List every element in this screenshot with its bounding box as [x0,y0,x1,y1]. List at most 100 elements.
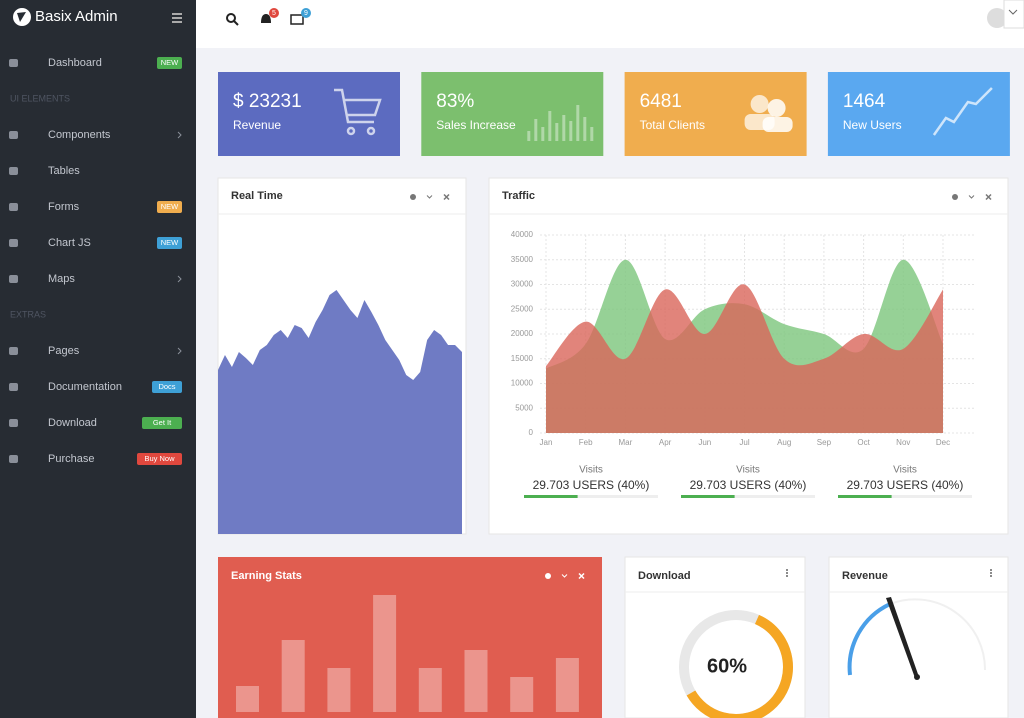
stat-caption: Visits [736,465,760,476]
stat-value: 83% [436,91,474,112]
notification-count: 5 [272,10,276,17]
menu-item[interactable]: Forms [48,201,80,213]
earning-bar [555,658,579,712]
collapse-icon[interactable] [561,574,568,578]
menu-icon [9,131,18,139]
menu-item[interactable]: Download [48,417,97,429]
y-tick-label: 30000 [511,280,534,289]
menu-badge-text: NEW [161,202,179,211]
settings-icon[interactable] [410,194,416,200]
menu-item[interactable]: Maps [48,273,75,285]
mini-bar-icon [590,127,594,141]
collapse-icon[interactable] [968,195,975,199]
mini-bar-icon [562,115,566,141]
menu-badge-text: NEW [161,58,179,67]
menu-badge [157,57,182,69]
notification-badge [269,8,279,18]
y-tick-label: 40000 [511,230,534,239]
menu-item[interactable]: Pages [48,345,80,357]
menu-badge [157,201,182,213]
cart-wheel [346,126,356,136]
settings-icon[interactable] [952,194,958,200]
x-tick-label: Mar [619,438,633,447]
progress-track [524,495,658,498]
gauge-pivot [914,674,920,680]
earning-bar [510,677,534,712]
earning-bar [464,650,488,712]
trend-icon [932,87,993,136]
menu-item[interactable]: Tables [48,165,80,177]
submenu-arrow [177,131,182,139]
menu-item[interactable]: Purchase [48,453,94,465]
x-tick-label: Nov [896,438,910,447]
x-tick-label: Dec [936,438,950,447]
mini-bar-icon [576,105,580,141]
mini-bar-icon [583,117,587,141]
y-tick-label: 25000 [511,304,534,313]
brand[interactable]: Basix Admin [35,8,118,25]
y-tick-label: 5000 [515,403,533,412]
panel-menu[interactable] [786,569,788,577]
panel-menu[interactable] [990,569,992,577]
menu-icon [9,59,18,67]
x-tick-label: Feb [579,438,593,447]
stat-card [827,72,1010,156]
close-icon[interactable] [443,193,450,201]
menu-item[interactable]: Chart JS [48,237,91,249]
stat-value: 1464 [843,91,886,112]
users-icon [767,99,786,117]
donut-label: 60% [707,655,747,677]
x-tick-label: Jul [739,438,749,447]
mini-bar-icon [555,123,559,141]
menu-heading: UI ELEMENTS [10,93,70,103]
earning-bar [327,668,351,712]
close-icon[interactable] [578,572,585,580]
collapse-icon[interactable] [426,195,433,199]
x-tick-label: Aug [777,438,791,447]
gauge-track [889,598,987,671]
stat-label: Sales Increase [436,118,516,132]
settings-icon[interactable] [545,573,551,579]
stat-text: 29.703 USERS (40%) [847,478,964,492]
mail-icon[interactable] [290,14,304,25]
stat-card [421,72,604,156]
menu-heading: EXTRAS [10,309,46,319]
menu-icon [9,203,18,211]
menu-icon [9,167,18,175]
menu-toggle[interactable] [172,13,182,23]
mini-bar-icon [548,111,552,141]
menu-item[interactable]: Components [48,129,111,141]
mini-bar-icon [527,131,531,141]
bell-icon[interactable] [261,14,271,23]
y-tick-label: 20000 [511,329,534,338]
gauge-arc [847,602,891,676]
y-tick-label: 15000 [511,354,534,363]
close-icon[interactable] [985,193,992,201]
search-icon[interactable] [226,13,239,26]
stat-label: Total Clients [640,118,705,132]
menu-icon [9,455,18,463]
cart-icon [334,88,382,124]
mini-bar-icon [569,121,573,141]
topbar [196,0,1024,48]
menu-icon [9,275,18,283]
sidebar [0,0,196,718]
donut-value [679,610,793,718]
menu-icon [9,383,18,391]
menu-icon [9,347,18,355]
traffic-area [546,284,943,433]
menu-badge-text: Docs [158,382,175,391]
message-badge [301,8,311,18]
user-dropdown[interactable] [1003,0,1024,29]
avatar[interactable] [987,8,1007,28]
stat-value: $ 23231 [233,91,302,112]
menu-item[interactable]: Dashboard [48,57,102,69]
menu-item[interactable]: Documentation [48,381,122,393]
earning-bar [418,668,442,712]
y-tick-label: 0 [529,428,534,437]
panel-title: Real Time [231,190,283,202]
mini-bar-icon [541,127,545,141]
panel-title: Traffic [502,190,535,202]
realtime-area [218,290,462,534]
